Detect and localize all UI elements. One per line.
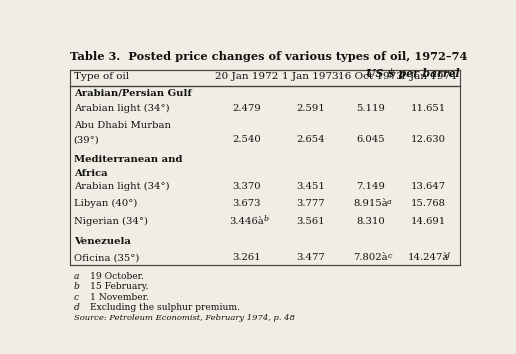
Text: c: c [387,252,392,259]
Text: 13.647: 13.647 [411,182,446,191]
Text: 2.479: 2.479 [232,104,261,113]
Text: Arabian/Persian Gulf: Arabian/Persian Gulf [74,88,191,97]
Text: 7.802à: 7.802à [353,253,388,262]
Text: 3.370: 3.370 [232,182,261,191]
Text: Libyan (40°): Libyan (40°) [74,199,137,209]
Text: 3.673: 3.673 [232,199,261,208]
Text: 20 Jan 1972: 20 Jan 1972 [215,72,278,81]
Text: Type of oil: Type of oil [74,72,129,81]
Text: 8.310: 8.310 [356,217,385,225]
Text: Nigerian (34°): Nigerian (34°) [74,217,148,226]
Text: Africa: Africa [74,169,107,178]
Text: a: a [74,272,79,281]
Text: Oficina (35°): Oficina (35°) [74,253,139,262]
Text: 3.446à: 3.446à [229,217,264,225]
Text: d: d [74,303,79,312]
Text: 7.149: 7.149 [356,182,385,191]
Text: Abu Dhabi Murban: Abu Dhabi Murban [74,121,171,130]
Text: 11.651: 11.651 [411,104,446,113]
Text: b: b [74,282,79,291]
Text: d: d [445,252,450,259]
Text: Arabian light (34°): Arabian light (34°) [74,104,169,113]
Text: 8.915à: 8.915à [353,199,388,208]
Text: Arabian light (34°): Arabian light (34°) [74,182,169,191]
Text: Mediterranean and: Mediterranean and [74,154,182,164]
Text: 3.477: 3.477 [296,253,325,262]
Text: Table 3.  Posted price changes of various types of oil, 1972–74: Table 3. Posted price changes of various… [71,51,468,62]
Text: 2.654: 2.654 [296,136,325,144]
Text: b: b [263,215,268,223]
Text: Excluding the sulphur premium.: Excluding the sulphur premium. [90,303,240,312]
Text: 1 Jan 1974: 1 Jan 1974 [400,72,457,81]
Text: 3.261: 3.261 [232,253,261,262]
Text: 15.768: 15.768 [411,199,446,208]
Text: a: a [387,198,392,206]
Text: 2.591: 2.591 [296,104,325,113]
Text: 1 Jan 1973: 1 Jan 1973 [282,72,339,81]
Text: 3.561: 3.561 [296,217,325,225]
Text: 14.691: 14.691 [411,217,446,225]
Text: Source: Petroleum Economist, February 1974, p. 48: Source: Petroleum Economist, February 19… [74,314,295,322]
Text: 15 February.: 15 February. [90,282,148,291]
Text: 19 October.: 19 October. [90,272,143,281]
Text: 14.247à: 14.247à [408,253,449,262]
Text: US $ per barrel: US $ per barrel [366,68,460,79]
Text: 5.119: 5.119 [356,104,385,113]
Text: 6.045: 6.045 [356,136,385,144]
Text: 3.777: 3.777 [296,199,325,208]
Text: (39°): (39°) [74,136,100,144]
Text: 3.451: 3.451 [296,182,325,191]
Text: 2.540: 2.540 [232,136,261,144]
Text: Venezuela: Venezuela [74,238,131,246]
Text: c: c [74,293,79,302]
Text: 1 November.: 1 November. [90,293,149,302]
Text: 16 Oct 1973: 16 Oct 1973 [338,72,403,81]
Text: 12.630: 12.630 [411,136,446,144]
